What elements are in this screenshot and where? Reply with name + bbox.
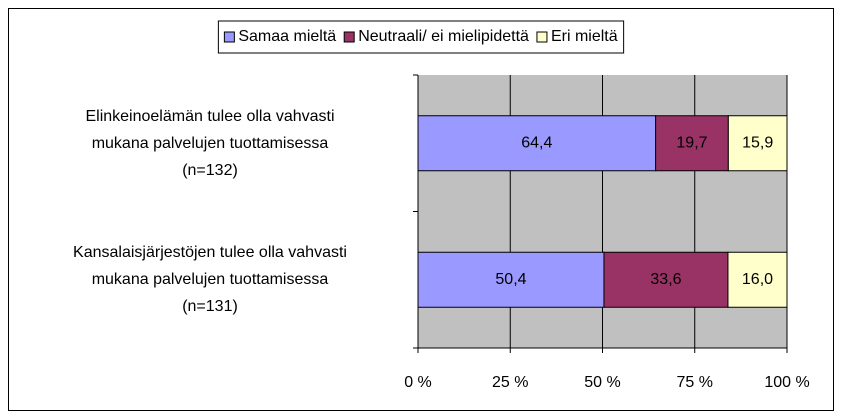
- data-label: 50,4: [495, 271, 526, 288]
- bar-segment: [727, 115, 788, 172]
- data-label: 16,0: [742, 271, 773, 288]
- bar-segment: [603, 251, 729, 308]
- x-tick-label: 0 %: [404, 374, 432, 391]
- bar-segment: [655, 115, 729, 172]
- legend-label: Eri mieltä: [551, 28, 618, 45]
- y-tick-label: Kansalaisjärjestöjen tulee olla vahvasti…: [73, 244, 347, 316]
- bar-segment: [727, 251, 788, 308]
- data-label: 15,9: [742, 134, 773, 151]
- legend-swatch: [223, 31, 235, 43]
- y-tick-label: Elinkeinoelämän tulee olla vahvasti muka…: [85, 107, 335, 179]
- data-label: 33,6: [650, 271, 681, 288]
- x-tick-label: 50 %: [584, 374, 620, 391]
- x-tick-label: 75 %: [677, 374, 713, 391]
- x-tick-label: 100 %: [764, 374, 809, 391]
- x-tick-label: 25 %: [492, 374, 528, 391]
- legend-swatch: [536, 31, 548, 43]
- legend-label: Neutraali/ ei mielipidettä: [358, 28, 529, 45]
- legend-swatch: [343, 31, 355, 43]
- bar-segment: [417, 115, 657, 172]
- legend-label: Samaa mieltä: [238, 28, 336, 45]
- data-label: 64,4: [521, 134, 552, 151]
- legend-box: [217, 20, 625, 54]
- data-label: 19,7: [676, 134, 707, 151]
